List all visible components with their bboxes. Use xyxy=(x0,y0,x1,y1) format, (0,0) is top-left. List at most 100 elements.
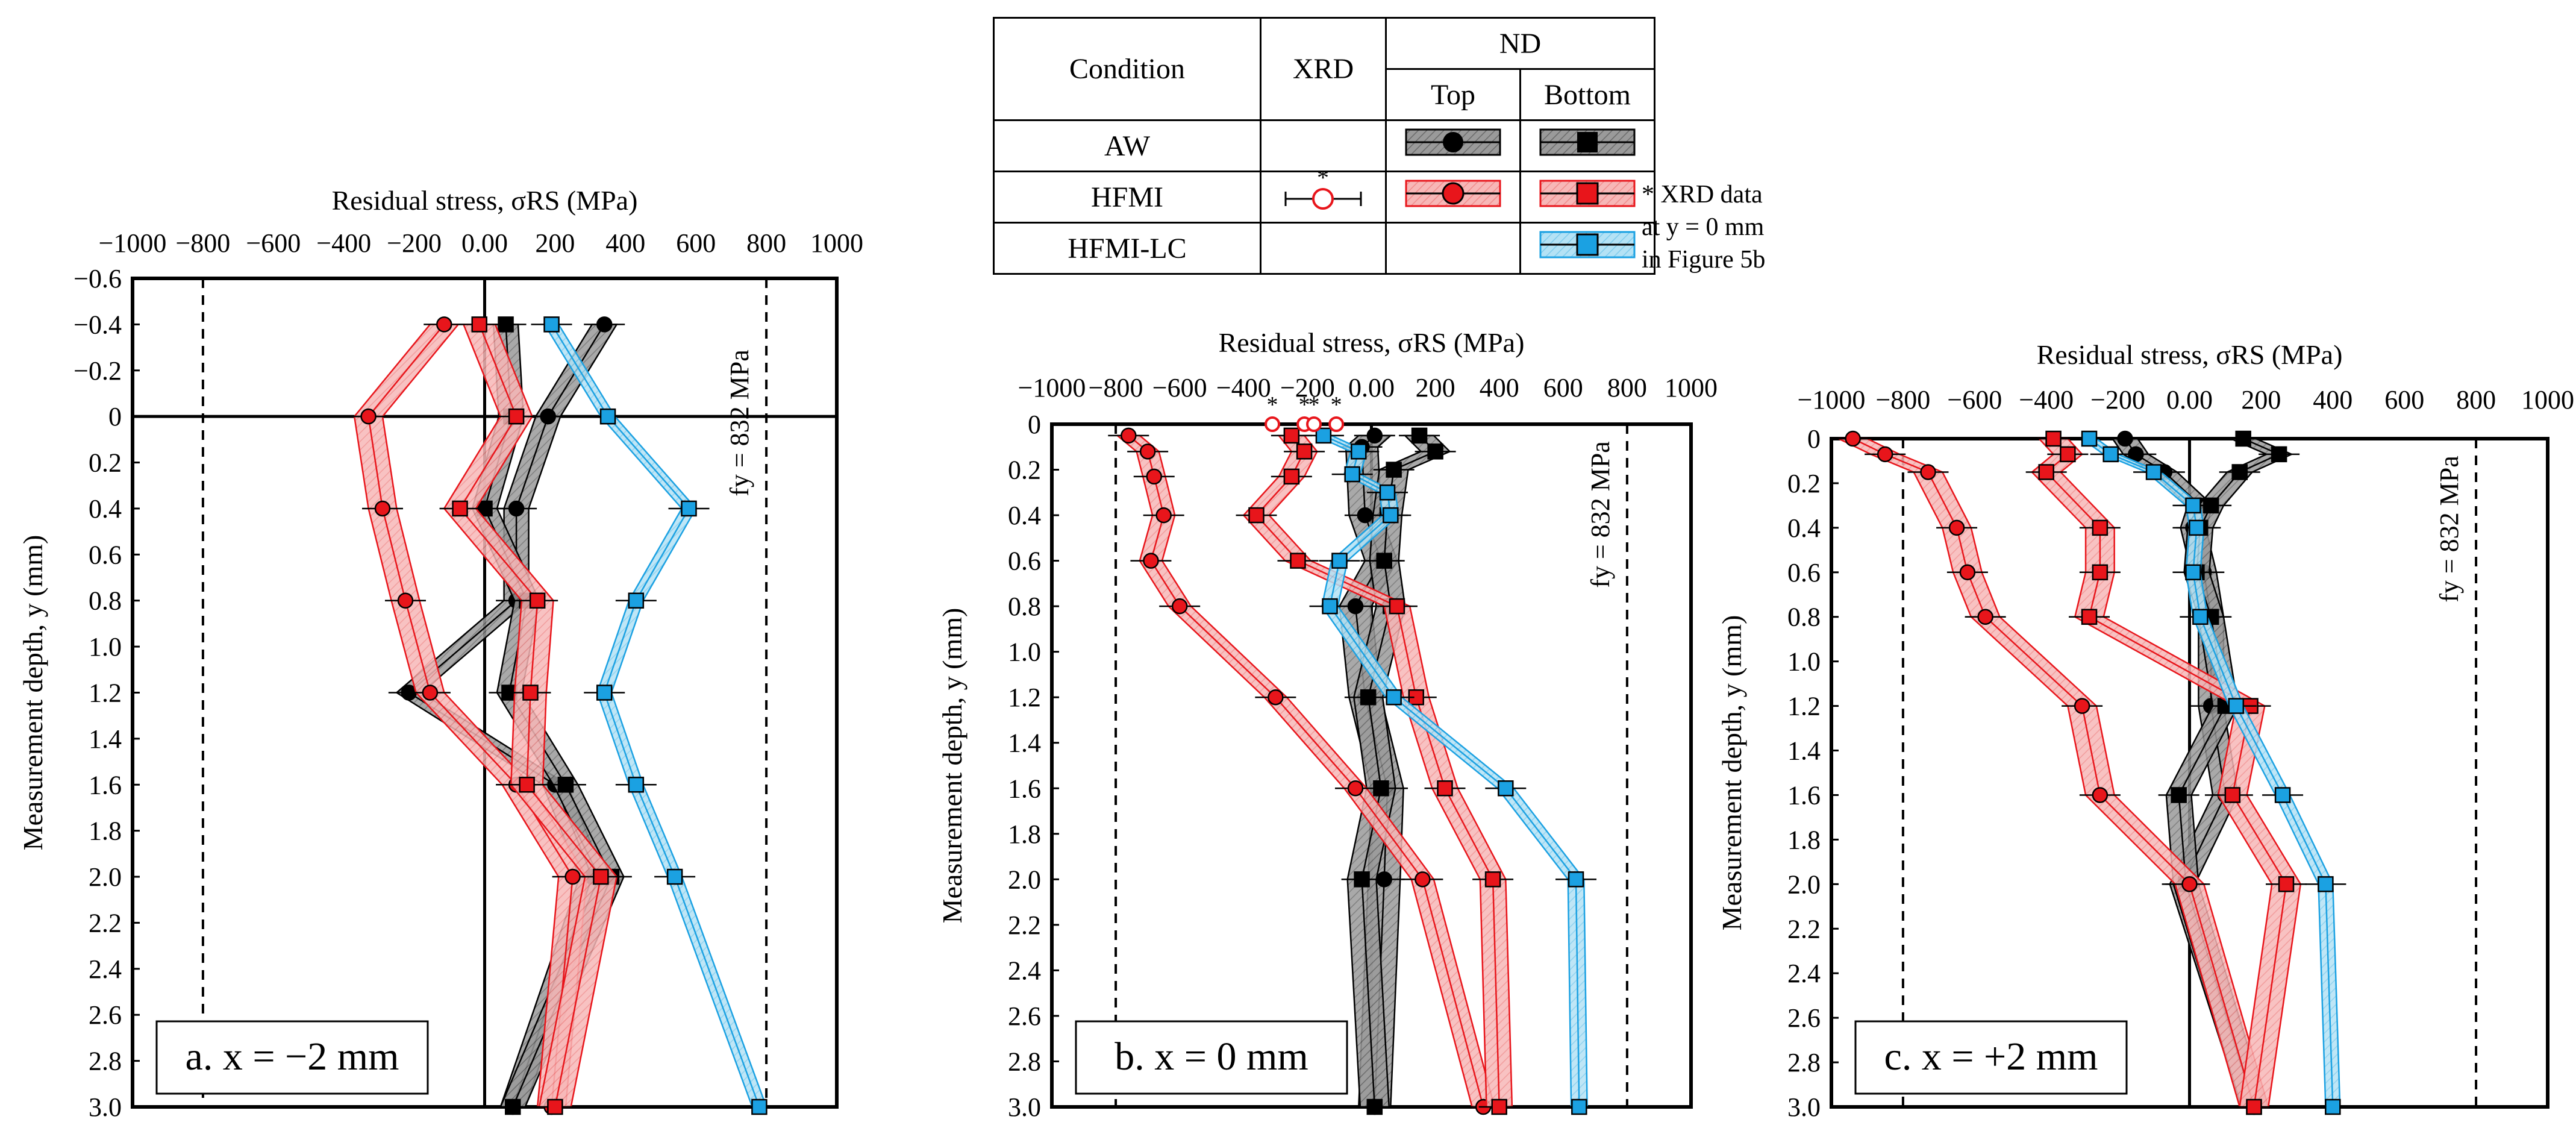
legend-header-top: Top xyxy=(1385,68,1521,121)
y-axis-title: Measurement depth, y (mm) xyxy=(937,608,968,924)
y-tick-label: 2.6 xyxy=(1787,1003,1821,1033)
legend-header-bottom: Bottom xyxy=(1519,68,1655,121)
legend-row-hfmilc-xrd xyxy=(1260,222,1387,275)
legend-hfmi-bottom-swatch xyxy=(1539,180,1636,207)
data-point-square xyxy=(1283,427,1300,444)
y-tick-label: 2.4 xyxy=(89,954,122,984)
xrd-star: * xyxy=(1308,392,1320,418)
data-point-square xyxy=(1322,598,1338,615)
x-tick-label: 200 xyxy=(535,228,575,258)
data-point-square xyxy=(681,500,697,517)
x-tick-label: −1000 xyxy=(99,228,167,258)
data-point-square xyxy=(1411,427,1428,444)
xrd-star: * xyxy=(1267,392,1278,418)
y-tick-label: 2.0 xyxy=(89,862,122,892)
data-point-square xyxy=(557,777,574,793)
chart-panel-3: −1000 −800 −600 −400 −200 0.00 200 400 600 800 100… xyxy=(1716,339,2574,1122)
data-point-circle xyxy=(596,316,613,333)
data-point-square xyxy=(2081,430,2098,447)
data-point-square xyxy=(505,1098,521,1115)
data-point-square xyxy=(593,868,609,885)
x-tick-label: −600 xyxy=(1152,373,1207,403)
panel-label-box xyxy=(1854,1020,2128,1095)
xrd-star: * xyxy=(1299,392,1310,418)
panel-label-box xyxy=(155,1020,429,1095)
data-point-square xyxy=(1568,871,1584,888)
x-tick-label: 400 xyxy=(1480,373,1519,403)
data-point-square xyxy=(2224,787,2241,803)
data-point-circle xyxy=(1977,609,1993,625)
data-point-circle xyxy=(1146,468,1163,485)
data-point-square xyxy=(1351,443,1367,460)
data-point-square xyxy=(2235,430,2251,447)
legend-header-condition: Condition xyxy=(993,17,1261,121)
x-tick-label: −1000 xyxy=(1018,373,1086,403)
data-point-square xyxy=(1354,871,1370,888)
data-point-square xyxy=(2278,876,2295,892)
data-point-square xyxy=(1360,689,1377,706)
data-point-square xyxy=(1366,1098,1383,1115)
data-point-square xyxy=(2060,446,2076,463)
x-tick-label: 400 xyxy=(605,228,645,258)
series-line xyxy=(459,324,602,1108)
x-tick-label: 200 xyxy=(1416,373,1455,403)
y-tick-label: 1.8 xyxy=(1008,819,1041,849)
data-point-square xyxy=(1296,443,1313,460)
data-point-circle xyxy=(2117,430,2133,447)
data-point-square xyxy=(2231,464,2248,480)
data-point-circle xyxy=(564,868,581,885)
data-point-circle xyxy=(1959,564,1976,581)
legend-row-aw-top xyxy=(1385,119,1521,172)
series-hfmi-bottom xyxy=(2025,430,2307,1115)
data-point-circle xyxy=(422,685,439,701)
data-point-circle xyxy=(1171,598,1188,615)
x-tick-label: −600 xyxy=(1947,385,2002,415)
series-line xyxy=(1255,435,1500,1108)
y-tick-label: 2.2 xyxy=(1008,910,1041,940)
y-tick-label: 0.6 xyxy=(1008,547,1041,576)
data-point-circle xyxy=(1139,443,1156,460)
data-point-square xyxy=(2102,446,2119,463)
x-tick-label: −400 xyxy=(2019,385,2074,415)
data-point-square xyxy=(1315,427,1332,444)
data-point-square xyxy=(2038,464,2054,480)
series-line xyxy=(1852,437,2255,1108)
y-tick-label: 0.8 xyxy=(1787,603,1821,632)
series-hfmi-bottom xyxy=(1236,427,1520,1115)
legend-hfmi-xrd-swatch: * xyxy=(1284,164,1362,210)
xrd-data-point xyxy=(1328,416,1345,432)
y-tick-label: −0.6 xyxy=(73,264,122,293)
data-point-square xyxy=(1491,1098,1507,1115)
x-axis-title: Residual stress, σRS (MPa) xyxy=(332,185,638,216)
data-point-square xyxy=(1437,780,1453,797)
data-point-square xyxy=(1331,553,1348,569)
data-point-square xyxy=(751,1098,767,1115)
data-point-circle xyxy=(1366,427,1383,444)
x-tick-label: 1000 xyxy=(1665,373,1718,403)
data-point-circle xyxy=(397,592,414,609)
panel-label: c. x = +2 mm xyxy=(1884,1035,2098,1079)
data-point-square xyxy=(543,316,560,333)
panel-label: b. x = 0 mm xyxy=(1114,1035,1308,1079)
x-tick-label: 0.00 xyxy=(2166,385,2213,415)
x-tick-label: 0.00 xyxy=(1348,373,1395,403)
data-point-square xyxy=(596,685,613,701)
xrd-note: * XRD data at y = 0 mm in Figure 5b xyxy=(1642,178,1765,276)
series-line xyxy=(367,324,574,1108)
data-point-square xyxy=(522,685,539,701)
data-point-square xyxy=(547,1098,563,1115)
series-hfmi-top xyxy=(1108,427,1504,1115)
series-line xyxy=(1361,435,1437,1108)
data-point-circle xyxy=(360,408,377,425)
data-point-circle xyxy=(540,408,556,425)
data-point-square xyxy=(2246,1098,2262,1115)
data-point-square xyxy=(666,868,683,885)
y-tick-label: 1.2 xyxy=(1008,683,1041,712)
x-tick-label: −200 xyxy=(1280,373,1335,403)
legend-row-hfmi-bottom xyxy=(1519,171,1655,224)
xrd-data-point xyxy=(1265,416,1281,432)
data-point-circle xyxy=(1143,553,1159,569)
series-hfmi-lc-bottom xyxy=(2069,430,2354,1115)
series-hfmi-lc-bottom xyxy=(1302,427,1600,1115)
x-tick-label: −1000 xyxy=(1798,385,1866,415)
